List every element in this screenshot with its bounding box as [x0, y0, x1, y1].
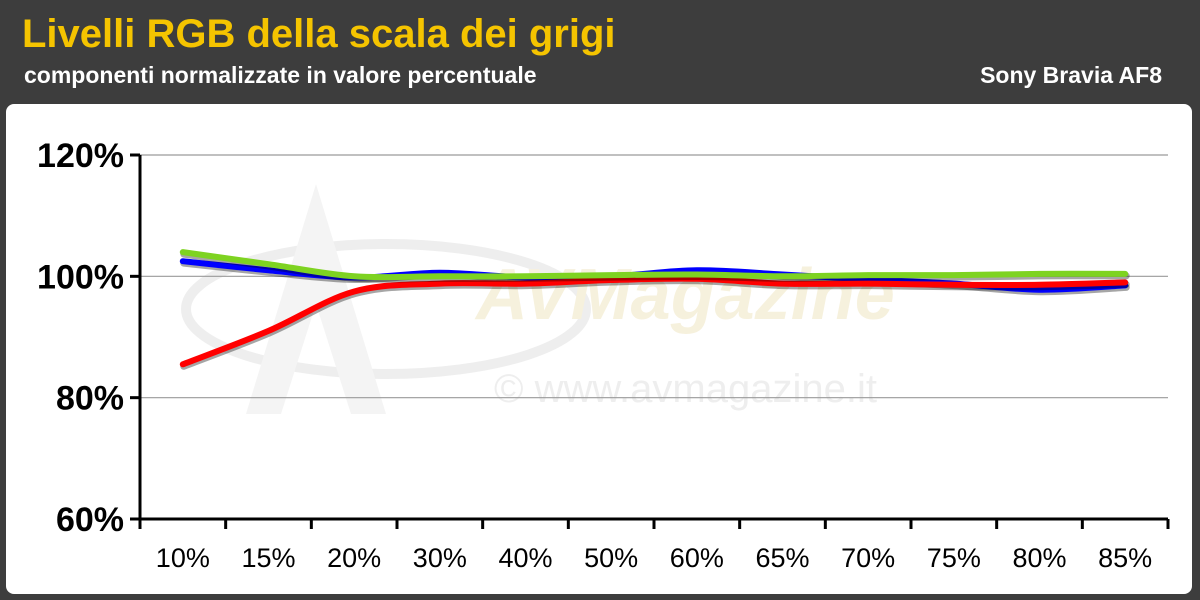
watermark-logo-text: AVMagazine [474, 255, 895, 335]
line-chart: AVMagazine © www.avmagazine.it 60% 80% 100… [37, 137, 1170, 573]
chart-subtitle: componenti normalizzate in valore percen… [24, 62, 537, 88]
y-tick-label: 60% [56, 501, 124, 539]
red-series-line [179, 275, 1129, 368]
chart-panel: AVMagazine © www.avmagazine.it 60% 80% 100… [6, 104, 1192, 594]
x-tick-label: 20% [327, 543, 381, 573]
y-tick-label: 120% [37, 137, 124, 175]
axes: 60% 80% 100% 120% 10% 15% 20% 30% 40% 50% 60% 65% 70… [37, 137, 1170, 573]
x-tick-label: 80% [1012, 543, 1066, 573]
watermark-url: © www.avmagazine.it [494, 367, 877, 411]
y-tick-label: 80% [56, 380, 124, 418]
device-name: Sony Bravia AF8 [980, 62, 1162, 88]
x-tick-label: 65% [755, 543, 809, 573]
green-series-line [179, 249, 1129, 281]
x-tick-label: 40% [498, 543, 552, 573]
x-tick-label: 30% [413, 543, 467, 573]
y-tick-label: 100% [37, 258, 124, 296]
watermark: AVMagazine © www.avmagazine.it [181, 184, 895, 414]
x-tick-label: 85% [1098, 543, 1152, 573]
x-tick-label: 50% [584, 543, 638, 573]
watermark-logo-icon [181, 184, 591, 414]
x-tick-label: 10% [156, 543, 210, 573]
x-tick-label: 60% [670, 543, 724, 573]
chart-header: Livelli RGB della scala dei grigi compon… [0, 0, 1200, 100]
series-layer [179, 249, 1130, 370]
chart-title: Livelli RGB della scala dei grigi [22, 12, 616, 56]
x-tick-label: 15% [241, 543, 295, 573]
x-tick-label: 75% [927, 543, 981, 573]
x-tick-label: 70% [841, 543, 895, 573]
